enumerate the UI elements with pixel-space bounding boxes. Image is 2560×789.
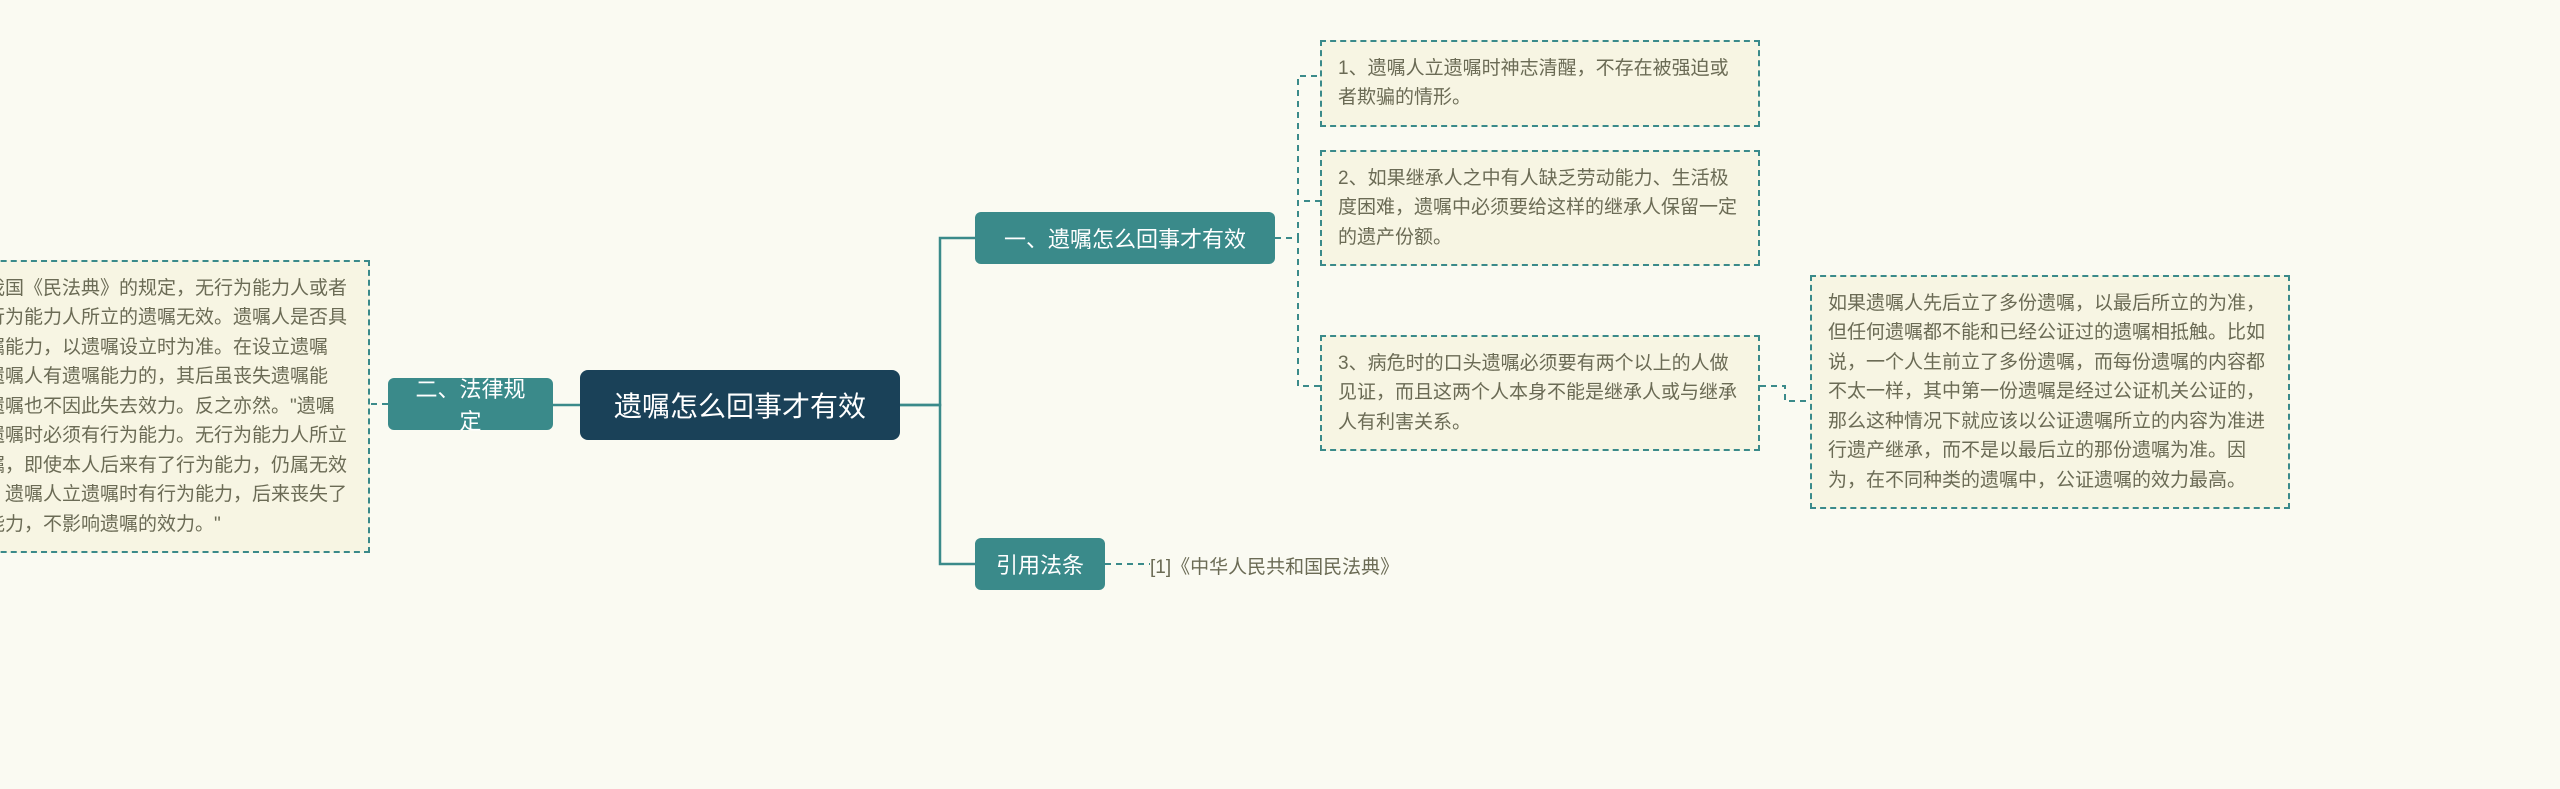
leaf-r1-2[interactable]: 2、如果继承人之中有人缺乏劳动能力、生活极度困难，遗嘱中必须要给这样的继承人保留…: [1320, 150, 1760, 266]
leaf-text: [1]《中华人民共和国民法典》: [1150, 552, 1399, 579]
root-node[interactable]: 遗嘱怎么回事才有效: [580, 370, 900, 440]
leaf-text: 2、如果继承人之中有人缺乏劳动能力、生活极度困难，遗嘱中必须要给这样的继承人保留…: [1338, 164, 1742, 252]
leaf-citation-1: [1]《中华人民共和国民法典》: [1150, 552, 1470, 579]
leaf-r1-3-sub[interactable]: 如果遗嘱人先后立了多份遗嘱，以最后所立的为准，但任何遗嘱都不能和已经公证过的遗嘱…: [1810, 275, 2290, 509]
leaf-l1-1[interactable]: 根据我国《民法典》的规定，无行为能力人或者限制行为能力人所立的遗嘱无效。遗嘱人是…: [0, 260, 370, 553]
root-label: 遗嘱怎么回事才有效: [614, 385, 866, 425]
branch-label: 一、遗嘱怎么回事才有效: [1004, 222, 1246, 254]
branch-citation[interactable]: 引用法条: [975, 538, 1105, 590]
branch-section-1[interactable]: 一、遗嘱怎么回事才有效: [975, 212, 1275, 264]
branch-label: 二、法律规定: [408, 372, 533, 436]
leaf-r1-1[interactable]: 1、遗嘱人立遗嘱时神志清醒，不存在被强迫或者欺骗的情形。: [1320, 40, 1760, 127]
leaf-text: 1、遗嘱人立遗嘱时神志清醒，不存在被强迫或者欺骗的情形。: [1338, 54, 1742, 113]
leaf-text: 如果遗嘱人先后立了多份遗嘱，以最后所立的为准，但任何遗嘱都不能和已经公证过的遗嘱…: [1828, 289, 2272, 495]
leaf-text: 根据我国《民法典》的规定，无行为能力人或者限制行为能力人所立的遗嘱无效。遗嘱人是…: [0, 274, 352, 539]
branch-section-2[interactable]: 二、法律规定: [388, 378, 553, 430]
leaf-r1-3[interactable]: 3、病危时的口头遗嘱必须要有两个以上的人做见证，而且这两个人本身不能是继承人或与…: [1320, 335, 1760, 451]
leaf-text: 3、病危时的口头遗嘱必须要有两个以上的人做见证，而且这两个人本身不能是继承人或与…: [1338, 349, 1742, 437]
branch-label: 引用法条: [996, 548, 1084, 580]
